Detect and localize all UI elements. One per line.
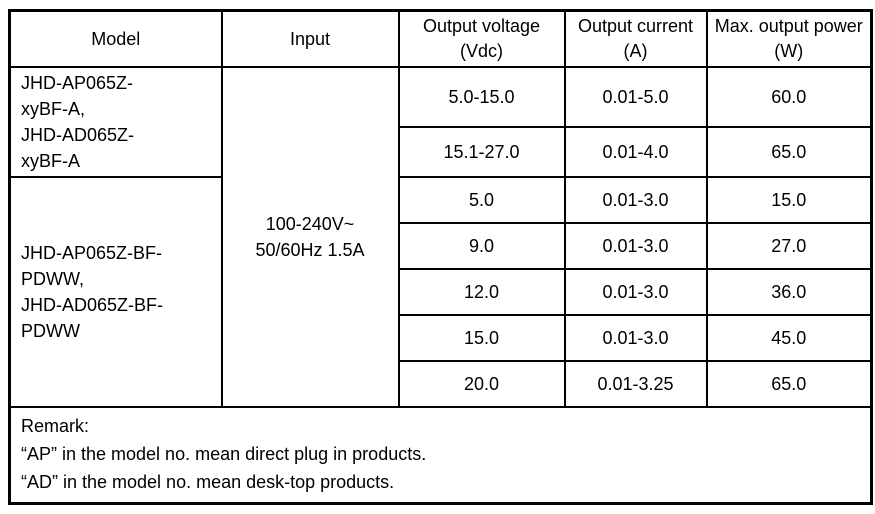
model-group-pdww: JHD-AP065Z-BF- PDWW, JHD-AD065Z-BF- PDWW [8,176,223,408]
remark-line-ad: “AD” in the model no. mean desk-top prod… [21,472,395,492]
col-header-current: Output current (A) [563,9,708,68]
remark-line-ap: “AP” in the model no. mean direct plug i… [21,444,427,464]
current-cell: 0.01-3.0 [563,222,708,270]
remark-cell: Remark: “AP” in the model no. mean direc… [8,406,873,505]
remark-title: Remark: [21,416,90,436]
table-row: JHD-AP065Z- xyBF-A, JHD-AD065Z- xyBF-A 1… [8,66,873,408]
power-spec-table: Model Input Output voltage (Vdc) Output … [8,9,873,505]
table-row: 9.0 0.01-3.0 27.0 [10,222,873,270]
table-row: 15.1-27.0 0.01-4.0 65.0 [10,126,873,178]
model-line: xyBF-A [21,151,81,171]
voltage-cell: 9.0 [397,222,566,270]
table-row: 12.0 0.01-3.0 36.0 [10,268,873,316]
voltage-cell: 20.0 [397,360,566,408]
input-line: 50/60Hz 1.5A [255,240,365,260]
model-group-xybf: JHD-AP065Z- xyBF-A, JHD-AD065Z- xyBF-A [8,66,223,178]
input-line: 100-240V~ [265,214,355,234]
power-cell: 60.0 [705,66,873,128]
voltage-cell: 12.0 [397,268,566,316]
col-header-power: Max. output power (W) [705,9,873,68]
model-line: PDWW, [21,269,84,289]
power-cell: 65.0 [705,360,873,408]
table-row: JHD-AP065Z-BF- PDWW, JHD-AD065Z-BF- PDWW… [8,176,873,408]
model-line: JHD-AP065Z-BF- [21,243,163,263]
power-cell: 45.0 [705,314,873,362]
voltage-cell: 5.0 [397,176,566,224]
table-row: 15.0 0.01-3.0 45.0 [10,314,873,362]
power-cell: 27.0 [705,222,873,270]
voltage-cell: 15.0 [397,314,566,362]
voltage-cell: 5.0-15.0 [397,66,566,128]
current-cell: 0.01-3.0 [563,176,708,224]
current-cell: 0.01-3.0 [563,268,708,316]
remark-row: Remark: “AP” in the model no. mean direc… [8,406,873,505]
table-row: 20.0 0.01-3.25 65.0 [10,360,873,408]
model-line: JHD-AD065Z-BF- [21,295,164,315]
voltage-cell: 15.1-27.0 [397,126,566,178]
current-cell: 0.01-3.25 [563,360,708,408]
current-cell: 0.01-5.0 [563,66,708,128]
col-header-input: Input [220,9,400,68]
power-cell: 15.0 [705,176,873,224]
input-spec-cell: 100-240V~ 50/60Hz 1.5A [220,66,400,408]
model-line: PDWW [21,321,80,341]
power-cell: 65.0 [705,126,873,178]
model-line: JHD-AP065Z- [21,73,134,93]
current-cell: 0.01-4.0 [563,126,708,178]
col-header-voltage: Output voltage (Vdc) [397,9,566,68]
model-line: xyBF-A, [21,99,86,119]
power-cell: 36.0 [705,268,873,316]
header-row: Model Input Output voltage (Vdc) Output … [8,9,873,68]
model-line: JHD-AD065Z- [21,125,135,145]
col-header-model: Model [8,9,223,68]
current-cell: 0.01-3.0 [563,314,708,362]
